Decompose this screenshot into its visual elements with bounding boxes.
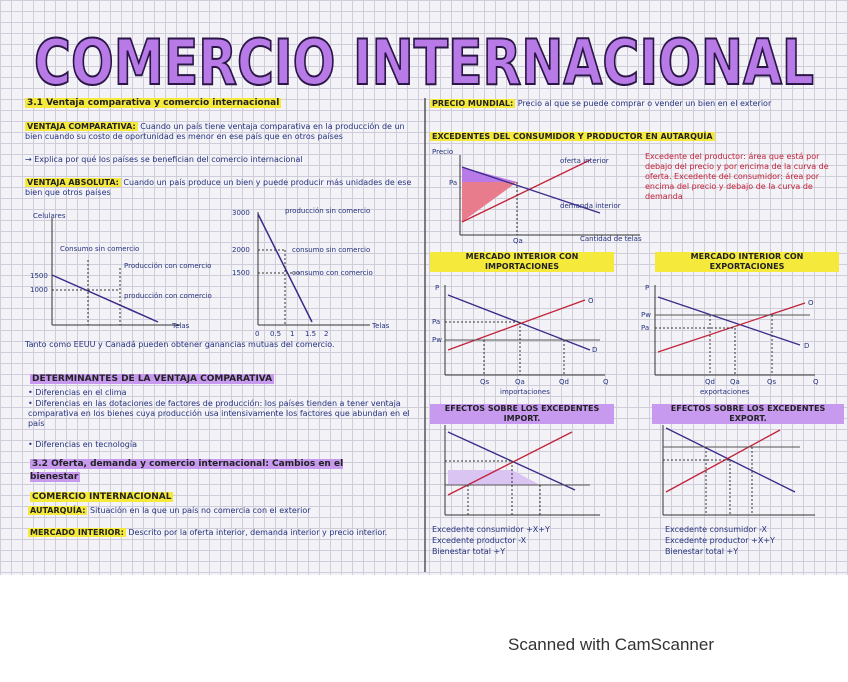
curve-label: D	[592, 346, 597, 354]
axis-label: Qd	[705, 378, 715, 386]
tick-label: 0	[255, 330, 259, 338]
axis-label: Qa	[513, 237, 523, 245]
heading-text: 3.1 Ventaja comparativa y comercio inter…	[25, 98, 282, 108]
section-heading: EFECTOS SOBRE LOS EXCEDENTES EXPORT.	[652, 404, 844, 424]
axis-label: Qd	[559, 378, 569, 386]
graph-comparative-2	[257, 212, 370, 326]
axis-label: importaciones	[500, 388, 550, 396]
axis-label: exportaciones	[700, 388, 750, 396]
axis-label: Pw	[641, 311, 651, 319]
effect-line: Bienestar total +Y	[665, 547, 739, 556]
effect-line: Excedente consumidor +X+Y	[432, 525, 550, 534]
axis-label: Qs	[480, 378, 490, 386]
title: COMERCIO INTERNACIONAL	[34, 26, 814, 99]
definition: Cuando un país tiene ventaja comparativa…	[25, 122, 405, 141]
tick-label: 1500	[30, 272, 48, 280]
axis-label: Q	[603, 378, 609, 386]
axis-label: Celulares	[33, 212, 66, 220]
paragraph: VENTAJA ABSOLUTA: Cuando un país produce…	[25, 178, 417, 198]
axis-label: Cantidad de telas	[580, 235, 642, 243]
graph-label: producción con comercio	[124, 292, 212, 300]
tick-label: 1	[290, 330, 294, 338]
definition: Descrito por la oferta interior, demanda…	[128, 528, 388, 537]
paragraph: AUTARQUÍA: Situación en la que un país n…	[28, 506, 418, 516]
graph-exports	[654, 285, 815, 376]
axis-label: Q	[813, 378, 819, 386]
section-heading: 3.2 Oferta, demanda y comercio internaci…	[30, 458, 390, 484]
section-heading: DETERMINANTES DE LA VENTAJA COMPARATIVA	[30, 374, 415, 384]
paragraph: Tanto como EEUU y Canadá pueden obtener …	[25, 340, 335, 349]
curve-label: D	[804, 342, 809, 350]
effect-line: Excedente productor +X+Y	[665, 536, 775, 545]
section-heading: MERCADO INTERIOR CON IMPORTACIONES	[430, 252, 614, 272]
axis-label: P	[435, 284, 439, 292]
graph-autarky	[459, 155, 640, 236]
heading-text: 3.2 Oferta, demanda y comercio internaci…	[30, 459, 344, 482]
graph-effects-exports	[662, 425, 815, 516]
paragraph: MERCADO INTERIOR: Descrito por la oferta…	[28, 528, 418, 538]
watermark: Scanned with CamScanner	[508, 635, 715, 654]
effect-line: Bienestar total +Y	[432, 547, 506, 556]
definition: Cuando un país produce un bien y puede p…	[25, 178, 412, 197]
axis-label: Pa	[641, 324, 649, 332]
heading-text: DETERMINANTES DE LA VENTAJA COMPARATIVA	[30, 374, 275, 384]
section-heading: 3.1 Ventaja comparativa y comercio inter…	[25, 98, 420, 108]
axis-label: Qa	[730, 378, 740, 386]
curve-label: O	[808, 299, 814, 307]
paragraph: VENTAJA COMPARATIVA: Cuando un país tien…	[25, 122, 417, 142]
axis-label: Telas	[171, 322, 190, 330]
list-item: • Diferencias en el clima	[28, 388, 127, 397]
section-heading: EFECTOS SOBRE LOS EXCEDENTES IMPORT.	[430, 404, 614, 424]
effect-line: Excedente consumidor -X	[665, 525, 768, 534]
term: AUTARQUÍA:	[28, 506, 88, 515]
curve-label: oferta interior	[560, 157, 609, 165]
note: Excedente del productor: área que está p…	[645, 152, 829, 201]
effect-line: Excedente productor -X	[432, 536, 527, 545]
graph-imports	[444, 285, 605, 376]
heading-text: COMERCIO INTERNACIONAL	[30, 492, 174, 502]
section-heading: COMERCIO INTERNACIONAL	[30, 492, 330, 502]
paragraph: PRECIO MUNDIAL: Precio al que se puede c…	[430, 99, 840, 109]
graph-label: consumo con comercio	[292, 269, 373, 277]
axis-label: Qa	[515, 378, 525, 386]
tick-label: 1.5	[305, 330, 316, 338]
term: PRECIO MUNDIAL:	[430, 99, 516, 108]
tick-label: 0.5	[270, 330, 281, 338]
definition: Situación en la que un país no comercia …	[90, 506, 311, 515]
notebook-page: COMERCIO INTERNACIONAL Celulares 1500 10…	[0, 0, 848, 575]
axis-label: Qs	[767, 378, 777, 386]
tick-label: 3000	[232, 209, 250, 217]
curve-label: O	[588, 297, 594, 305]
axis-label: Precio	[432, 148, 453, 156]
axis-label: Pa	[449, 179, 457, 187]
graph-label: consumo sin comercio	[292, 246, 370, 254]
drawings: COMERCIO INTERNACIONAL Celulares 1500 10…	[30, 25, 819, 572]
section-heading: MERCADO INTERIOR CON EXPORTACIONES	[655, 252, 839, 272]
graph-comparative-1	[51, 218, 180, 326]
graph-label: Consumo sin comercio	[60, 245, 139, 253]
list-item: • Diferencias en tecnología	[28, 440, 137, 449]
term: VENTAJA COMPARATIVA:	[25, 122, 138, 131]
definition: Precio al que se puede comprar o vender …	[517, 99, 772, 108]
term: MERCADO INTERIOR:	[28, 528, 126, 537]
axis-label: Telas	[371, 322, 390, 330]
list-item: • Diferencias en las dotaciones de facto…	[28, 399, 410, 428]
axis-label: Pa	[432, 318, 440, 326]
heading-text: EXCEDENTES DEL CONSUMIDOR Y PRODUCTOR EN…	[430, 132, 715, 141]
tick-label: 2000	[232, 246, 250, 254]
note: → Explica por qué los países se benefici…	[25, 155, 303, 164]
tick-label: 1500	[232, 269, 250, 277]
graph-label: producción sin comercio	[285, 207, 370, 215]
tick-label: 2	[324, 330, 328, 338]
axis-label: P	[645, 284, 649, 292]
section-heading: EXCEDENTES DEL CONSUMIDOR Y PRODUCTOR EN…	[430, 132, 840, 142]
tick-label: 1000	[30, 286, 48, 294]
graph-label: Producción con comercio	[124, 262, 211, 270]
term: VENTAJA ABSOLUTA:	[25, 178, 121, 187]
axis-label: Pw	[432, 336, 442, 344]
curve-label: demanda interior	[560, 202, 621, 210]
graph-effects-imports	[444, 425, 600, 516]
